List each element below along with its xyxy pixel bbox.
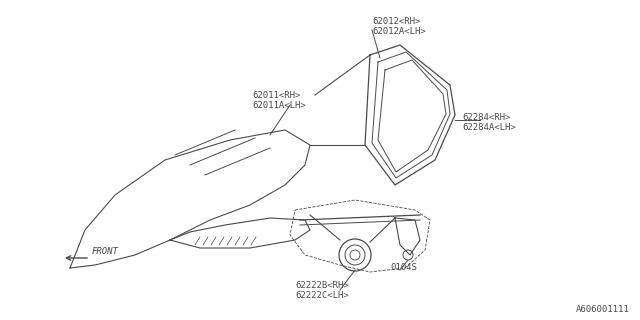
Text: 62222C<LH>: 62222C<LH> — [295, 291, 349, 300]
Text: 0104S: 0104S — [390, 262, 417, 271]
Text: 62284<RH>: 62284<RH> — [462, 114, 510, 123]
Text: 62012<RH>: 62012<RH> — [372, 18, 420, 27]
Text: 62011A<LH>: 62011A<LH> — [252, 100, 306, 109]
Text: A606001111: A606001111 — [576, 306, 630, 315]
Text: 62222B<RH>: 62222B<RH> — [295, 281, 349, 290]
Text: 62284A<LH>: 62284A<LH> — [462, 124, 516, 132]
Text: FRONT: FRONT — [92, 247, 119, 257]
Text: 62011<RH>: 62011<RH> — [252, 91, 300, 100]
Text: 62012A<LH>: 62012A<LH> — [372, 28, 426, 36]
